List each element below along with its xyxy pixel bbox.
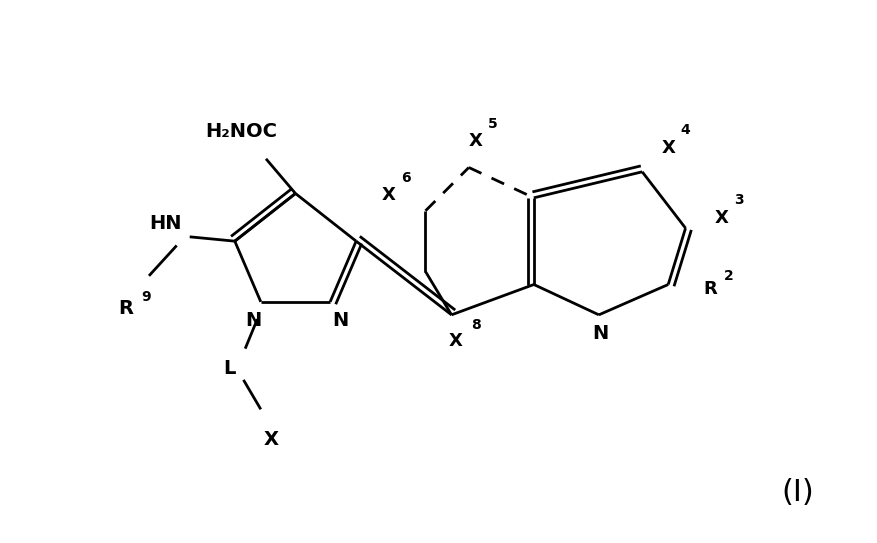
Text: X: X	[382, 186, 396, 204]
Text: H₂NOC: H₂NOC	[206, 122, 278, 141]
Text: 9: 9	[141, 289, 151, 304]
Text: X: X	[715, 209, 729, 227]
Text: R: R	[703, 280, 717, 298]
Text: L: L	[224, 359, 236, 378]
Text: N: N	[332, 311, 349, 330]
Text: X: X	[264, 430, 279, 449]
Text: 3: 3	[734, 193, 744, 207]
Text: X: X	[449, 332, 463, 350]
Text: N: N	[593, 324, 609, 343]
Text: 4: 4	[681, 123, 690, 137]
Text: (I): (I)	[782, 478, 815, 507]
Text: 6: 6	[402, 171, 411, 185]
Text: R: R	[118, 299, 133, 318]
Text: X: X	[661, 138, 675, 156]
Text: X: X	[469, 132, 482, 150]
Text: 2: 2	[724, 269, 734, 283]
Text: 8: 8	[471, 318, 481, 332]
Text: HN: HN	[149, 214, 182, 233]
Text: 5: 5	[488, 117, 498, 131]
Text: N: N	[246, 311, 262, 330]
